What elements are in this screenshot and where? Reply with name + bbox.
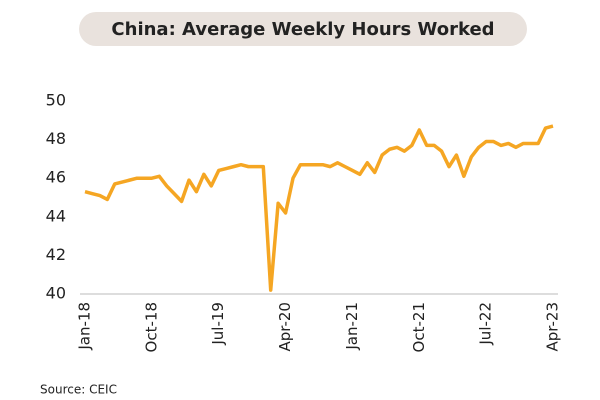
x-tick-label: Jul-19 <box>209 302 227 346</box>
y-tick-label: 46 <box>46 168 66 187</box>
x-tick-label: Apr-23 <box>544 302 562 352</box>
x-tick-label: Oct-21 <box>410 302 428 352</box>
x-tick-label: Apr-20 <box>276 302 294 352</box>
x-tick-label: Jan-21 <box>343 302 361 351</box>
x-tick-label: Oct-18 <box>142 302 160 352</box>
y-tick-label: 40 <box>46 284 66 303</box>
y-tick-label: 42 <box>46 245 66 264</box>
y-tick-label: 48 <box>46 129 66 148</box>
y-tick-label: 44 <box>46 206 66 225</box>
data-line <box>84 124 554 292</box>
x-tick-label: Jan-18 <box>76 302 94 351</box>
title-background <box>79 12 527 46</box>
chart-title: China: Average Weekly Hours Worked <box>111 19 494 40</box>
x-tick-label: Jul-22 <box>477 302 495 346</box>
y-tick-label: 50 <box>46 91 66 110</box>
source-note: Source: CEIC <box>40 383 117 397</box>
